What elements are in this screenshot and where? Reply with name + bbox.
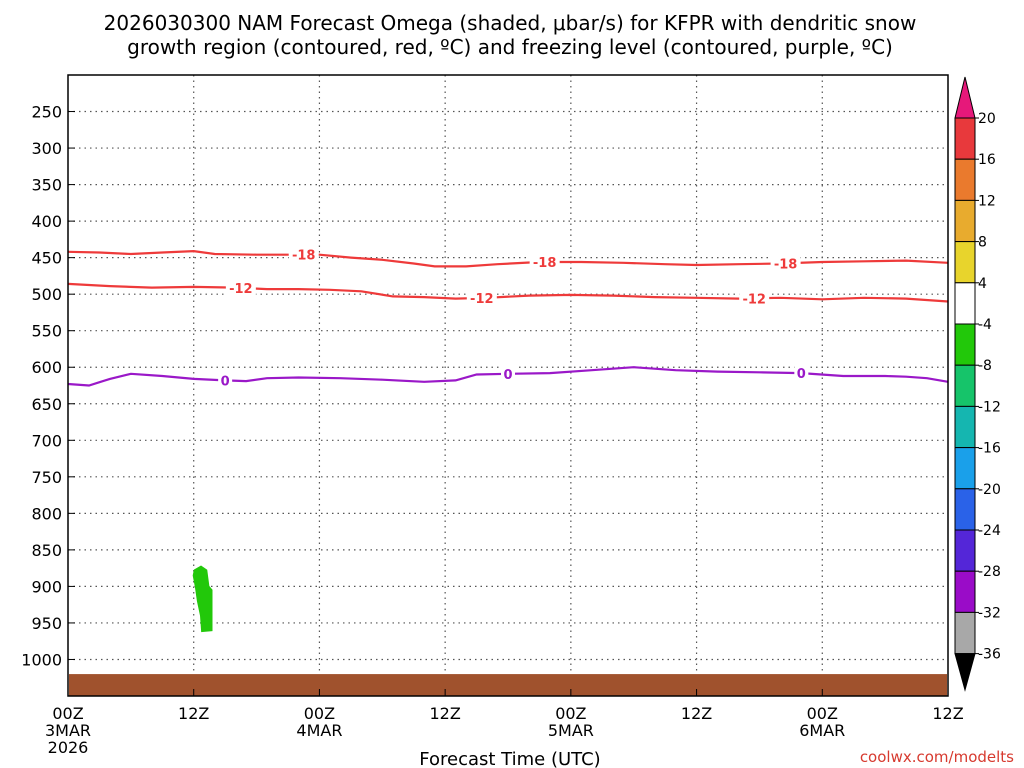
colorbar-label: -24: [978, 523, 1001, 539]
colorbar-swatch: [954, 282, 976, 325]
contour-label: -18: [774, 257, 798, 272]
y-tick-label: 950: [31, 614, 62, 633]
ground-fill: [69, 674, 947, 696]
x-tick-label: 00Z: [807, 704, 838, 723]
y-tick-label: 600: [31, 358, 62, 377]
contour-label-bg: [218, 372, 233, 389]
x-tick-label: 3MAR: [45, 721, 91, 740]
temperature-contours: -18 -18 -18 -12 -12 -12 0 0 0: [67, 246, 949, 389]
credit-text: coolwx.com/modelts: [860, 748, 1014, 766]
colorbar-label: -12: [978, 399, 1001, 415]
colorbar-swatch: [954, 241, 976, 284]
x-tick-label: 00Z: [304, 704, 335, 723]
y-tick-label: 900: [31, 577, 62, 596]
contour-label-bg: [529, 254, 560, 271]
y-tick-label: 350: [31, 176, 62, 195]
y-tick-label: 500: [31, 285, 62, 304]
y-tick-label: 800: [31, 504, 62, 523]
y-tick-label: 400: [31, 212, 62, 231]
omega-shaded-regions: [192, 565, 213, 633]
colorbar-swatch: [954, 611, 976, 655]
y-tick-label: 1000: [21, 650, 62, 669]
colorbar-label: -32: [978, 605, 1001, 621]
contour-label: 0: [797, 367, 806, 382]
colorbar-label: -8: [978, 358, 992, 374]
omega-shaded-area: [192, 565, 213, 633]
x-tick-label: 00Z: [52, 704, 83, 723]
y-tick-label: 300: [31, 139, 62, 158]
contour-label-bg: [225, 279, 256, 296]
contour-label: -12: [229, 282, 253, 297]
colorbar-swatch: [954, 447, 976, 490]
colorbar-swatch: [954, 529, 976, 572]
contour-label-bg: [466, 289, 497, 306]
contour-label: 0: [221, 374, 230, 389]
chart-title-line1: 2026030300 NAM Forecast Omega (shaded, μ…: [104, 11, 917, 35]
y-tick-label: 250: [31, 103, 62, 122]
contour-label-bg: [501, 365, 515, 382]
contour-label-bg: [739, 290, 770, 307]
colorbar-label: -36: [978, 647, 1001, 663]
colorbar-swatch: [954, 158, 976, 201]
plot-frame: [67, 74, 949, 697]
colorbar-top-arrow: [954, 76, 976, 119]
contour-label: -18: [292, 249, 316, 264]
colorbar-bottom-arrow: [954, 653, 976, 692]
contour-label-bg: [794, 365, 809, 382]
colorbar-swatch: [954, 364, 976, 407]
x-tick-label: 12Z: [932, 704, 963, 723]
colorbar-label: -20: [978, 482, 1001, 498]
contour-label: 0: [503, 368, 512, 383]
colorbar-swatch: [954, 405, 976, 449]
x-axis-label: Forecast Time (UTC): [419, 749, 600, 768]
colorbar-label: -28: [978, 564, 1001, 580]
x-tick-label: 12Z: [429, 704, 460, 723]
y-tick-label: 850: [31, 541, 62, 560]
chart-title-line2: growth region (contoured, red, ºC) and f…: [127, 35, 893, 59]
x-tick-label: 2026: [48, 738, 89, 757]
y-tick-label: 750: [31, 468, 62, 487]
colorbar-swatch: [954, 117, 976, 160]
colorbar-label: -16: [978, 441, 1001, 457]
x-tick-label: 12Z: [681, 704, 712, 723]
colorbar-label: 16: [978, 152, 996, 168]
colorbar-label: 20: [978, 111, 996, 127]
colorbar: 20 16 12 8 4 -4 -8 -12 -16 -20 -24 -28 -32 -36: [954, 76, 1001, 692]
contour-label: -12: [742, 292, 766, 307]
colorbar-swatch: [954, 199, 976, 243]
x-tick-label: 6MAR: [799, 721, 845, 740]
x-tick-label: 4MAR: [296, 721, 342, 740]
contour-label-bg: [288, 246, 319, 263]
y-axis-ticks: 250 300 350 400 450 500 550 600 650 700 750 800 850 9…: [21, 103, 75, 669]
y-tick-label: 550: [31, 322, 62, 341]
colorbar-label: 8: [978, 235, 987, 251]
y-tick-label: 450: [31, 249, 62, 268]
contour-line: [67, 249, 949, 268]
contour-label-bg: [770, 255, 801, 272]
colorbar-swatch: [954, 488, 976, 531]
x-tick-label: 12Z: [178, 704, 209, 723]
colorbar-swatch: [954, 323, 976, 366]
contour-label: -12: [470, 292, 494, 307]
ground-band: [69, 674, 947, 696]
colorbar-label: 4: [978, 276, 987, 292]
colorbar-swatch: [954, 570, 976, 613]
x-tick-label: 00Z: [555, 704, 586, 723]
colorbar-label: 12: [978, 193, 996, 209]
y-tick-label: 650: [31, 395, 62, 414]
y-tick-label: 700: [31, 431, 62, 450]
colorbar-label: -4: [978, 317, 992, 333]
x-tick-label: 5MAR: [548, 721, 594, 740]
contour-label: -18: [533, 256, 557, 271]
contour-line: [67, 366, 949, 387]
contour-line: [67, 282, 949, 303]
